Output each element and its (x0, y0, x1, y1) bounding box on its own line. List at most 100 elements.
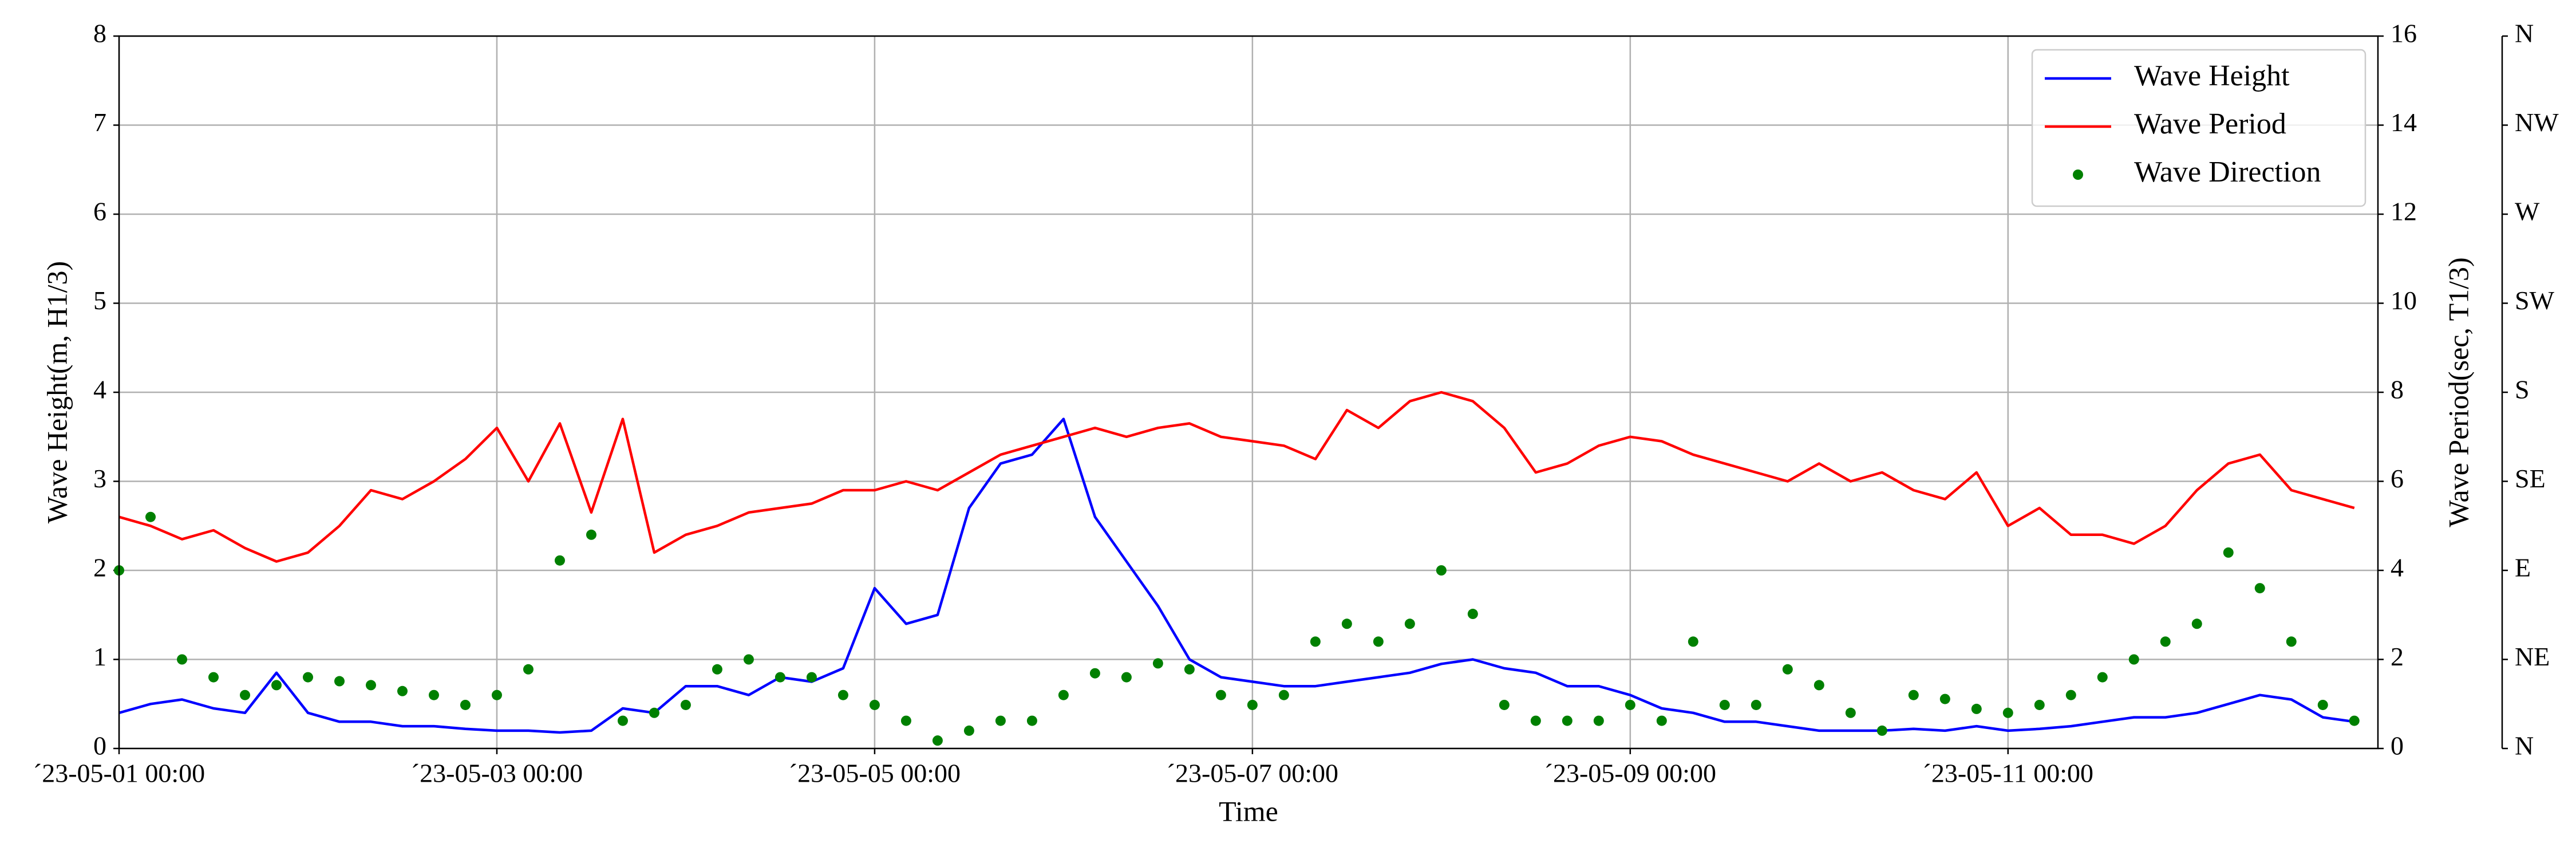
series-point (2065, 689, 2076, 700)
series-point (271, 680, 282, 691)
series-point (1971, 703, 1982, 714)
series-point (1688, 636, 1698, 647)
y-tick-label: 0 (93, 731, 106, 761)
y2-tick-label: 6 (2391, 464, 2404, 493)
legend-swatch (2073, 170, 2083, 180)
y-tick-label: 5 (93, 286, 106, 315)
series-point (2128, 654, 2139, 665)
y3-tick-label: E (2515, 553, 2531, 582)
series-point (869, 699, 880, 710)
series-point (491, 689, 502, 700)
series-point (145, 511, 156, 522)
legend-label: Wave Period (2134, 108, 2286, 140)
legend-box (2031, 49, 2366, 207)
series-point (963, 725, 974, 736)
series-point (2160, 636, 2171, 647)
y2-tick-label: 16 (2391, 19, 2417, 48)
y-tick-label: 2 (93, 553, 106, 582)
series-point (1467, 609, 1478, 620)
series-point (1751, 699, 1761, 710)
y2-tick-label: 12 (2391, 197, 2417, 226)
series-point (365, 680, 376, 691)
series-point (1562, 715, 1573, 726)
series-point (1089, 668, 1100, 679)
series-point (1341, 618, 1352, 629)
series-point (775, 672, 785, 683)
y-tick-label: 1 (93, 642, 106, 671)
y3-tick-label: N (2515, 19, 2534, 48)
y-tick-label: 7 (93, 108, 106, 137)
series-point (586, 529, 596, 540)
y-axis-label: Wave Height(m, H1/3) (41, 261, 73, 523)
series-point (743, 654, 754, 665)
x-tick-label: ´23-05-05 00:00 (789, 759, 961, 788)
y3-tick-label: W (2515, 197, 2540, 226)
y2-tick-label: 4 (2391, 553, 2404, 582)
series-point (397, 685, 408, 696)
series-point (1499, 699, 1510, 710)
series-point (1656, 715, 1667, 726)
series-point (1404, 618, 1415, 629)
series-point (1719, 699, 1730, 710)
series-point (523, 664, 534, 675)
series-point (334, 676, 345, 687)
y3-tick-label: N (2515, 731, 2534, 761)
series-point (1625, 699, 1635, 710)
series-point (2223, 547, 2234, 558)
series-point (995, 715, 1006, 726)
y3-tick-label: NW (2515, 108, 2559, 137)
series-point (302, 672, 313, 683)
x-axis-label: Time (1219, 795, 1278, 827)
series-point (1876, 725, 1887, 736)
series-point (1215, 689, 1226, 700)
series-point (1058, 689, 1069, 700)
series-point (460, 699, 471, 710)
series-point (712, 664, 722, 675)
y2-tick-label: 8 (2391, 375, 2404, 404)
series-point (1247, 699, 1258, 710)
series-point (1782, 664, 1793, 675)
y2-axis-label: Wave Period(sec, T1/3) (2442, 257, 2474, 527)
series-point (1530, 715, 1541, 726)
series-line (118, 417, 2355, 734)
series-point (1184, 664, 1195, 675)
series-point (1026, 715, 1037, 726)
x-tick-label: ´23-05-03 00:00 (411, 759, 583, 788)
series-point (2286, 636, 2297, 647)
series-point (2254, 583, 2265, 594)
series-point (1593, 715, 1604, 726)
series-point (239, 689, 250, 700)
series-point (1845, 707, 1856, 718)
series-point (2002, 707, 2013, 718)
y2-tick-label: 14 (2391, 108, 2417, 137)
series-point (2317, 699, 2328, 710)
x-tick-label: ´23-05-09 00:00 (1544, 759, 1716, 788)
series-point (1908, 689, 1919, 700)
x-tick-label: ´23-05-07 00:00 (1167, 759, 1338, 788)
y3-tick-label: SW (2515, 286, 2555, 315)
series-point (932, 735, 943, 746)
series-point (1814, 680, 1824, 691)
series-point (1152, 658, 1163, 669)
series-point (1373, 636, 1384, 647)
series-point (1939, 693, 1950, 704)
series-point (1310, 636, 1321, 647)
y2-tick-label: 10 (2391, 286, 2417, 315)
y-tick-label: 3 (93, 464, 106, 493)
y-tick-label: 6 (93, 197, 106, 226)
series-point (1278, 689, 1289, 700)
legend-label: Wave Height (2134, 60, 2290, 92)
y-tick-label: 8 (93, 19, 106, 48)
series-point (554, 555, 565, 566)
y3-tick-label: S (2515, 375, 2530, 404)
series-point (2191, 618, 2202, 629)
series-point (1436, 565, 1447, 576)
x-tick-label: ´23-05-11 00:00 (1923, 759, 2094, 788)
series-point (2097, 672, 2108, 683)
series-line (118, 391, 2355, 563)
series-point (428, 689, 439, 700)
series-point (617, 715, 628, 726)
series-point (176, 654, 187, 665)
y2-tick-label: 2 (2391, 642, 2404, 671)
